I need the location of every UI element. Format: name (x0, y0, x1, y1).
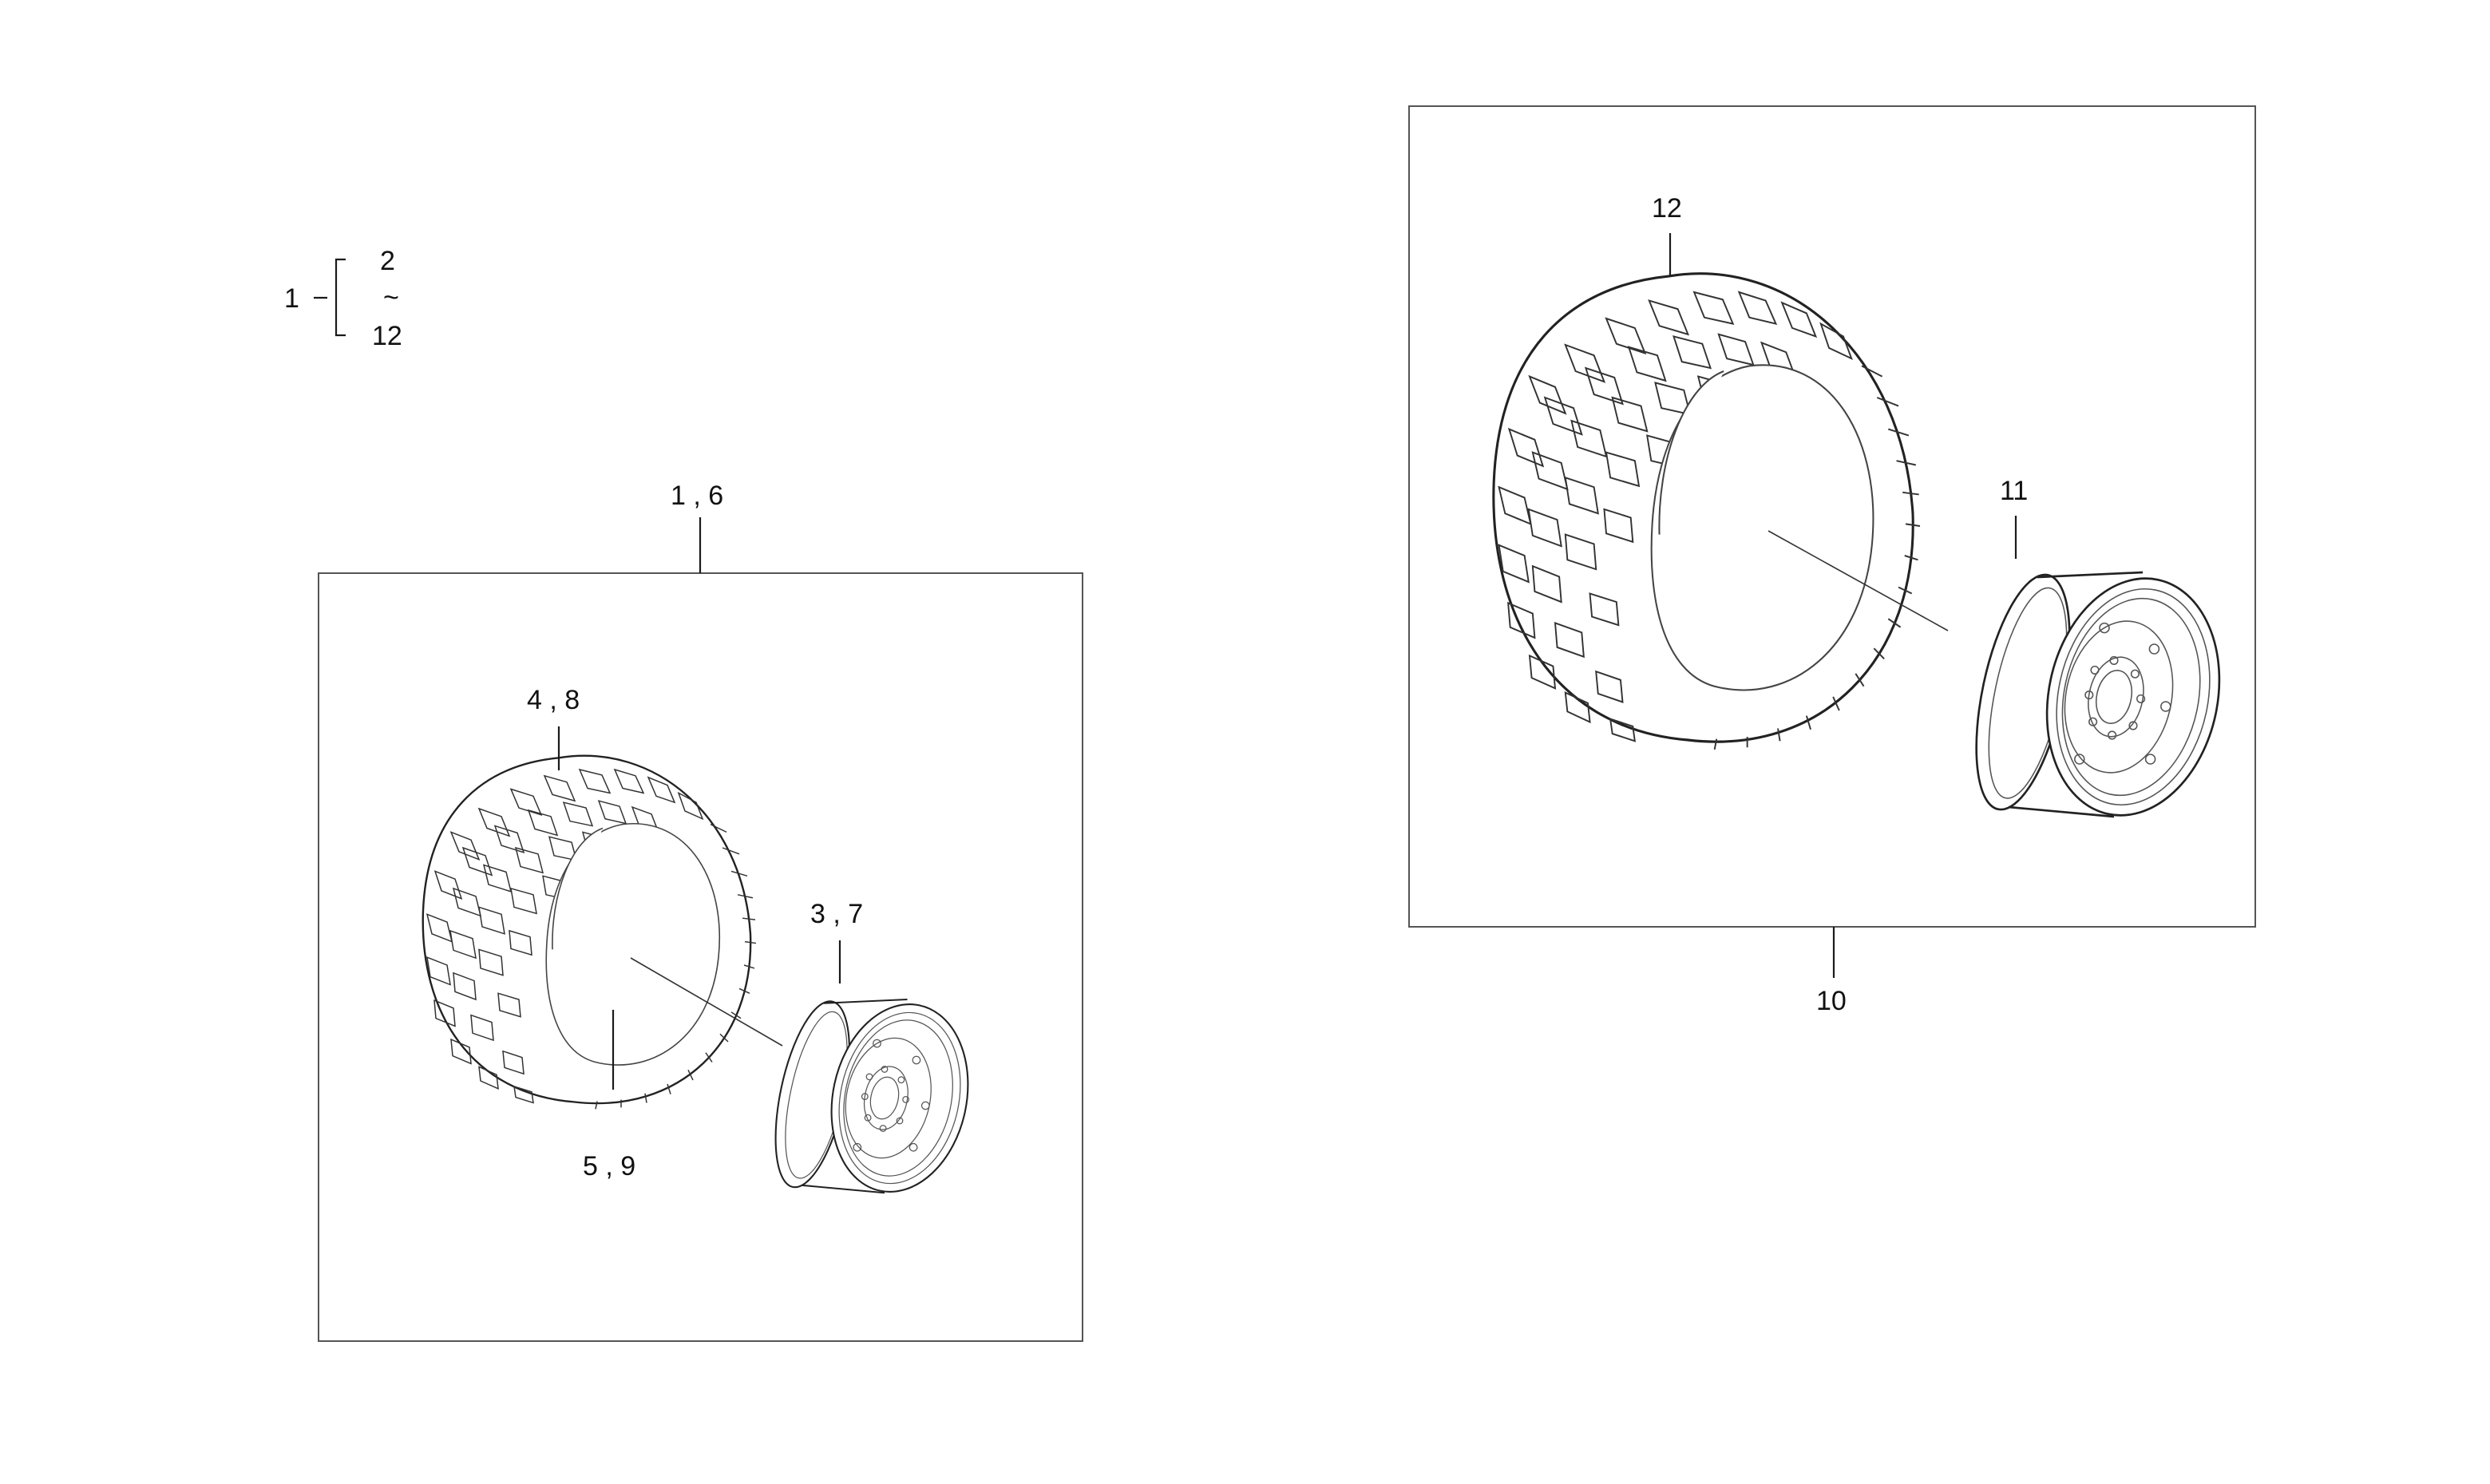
legend-range-start: 2 (380, 246, 395, 276)
legend-bracket (335, 258, 346, 337)
left-group-label: 1 , 6 (671, 481, 723, 511)
legend-range-end: 12 (372, 321, 402, 351)
right-tire-label: 12 (1652, 193, 1682, 224)
legend: 1 2 ~ 12 (284, 246, 402, 351)
legend-range-sep: ~ (383, 283, 399, 313)
right-assembly: 10 12 11 (1408, 105, 2256, 1016)
legend-parent-label: 1 (284, 283, 299, 314)
right-rim-label: 11 (2000, 476, 2028, 506)
left-tire (422, 754, 758, 1110)
right-assembly-frame (1408, 105, 2256, 928)
right-axis-line (1768, 530, 1949, 631)
right-tire (1492, 272, 1922, 751)
left-tube-label: 5 , 9 (583, 1151, 635, 1181)
left-rim (760, 990, 986, 1206)
right-group-label: 10 (1816, 986, 1847, 1016)
left-rim-label: 3 , 7 (810, 899, 863, 929)
left-tire-label: 4 , 8 (527, 685, 580, 715)
right-rim (1958, 561, 2242, 833)
left-axis-line (630, 957, 783, 1047)
left-assembly: 1 , 6 4 , 8 5 , 9 3 , 7 (318, 481, 1083, 1342)
